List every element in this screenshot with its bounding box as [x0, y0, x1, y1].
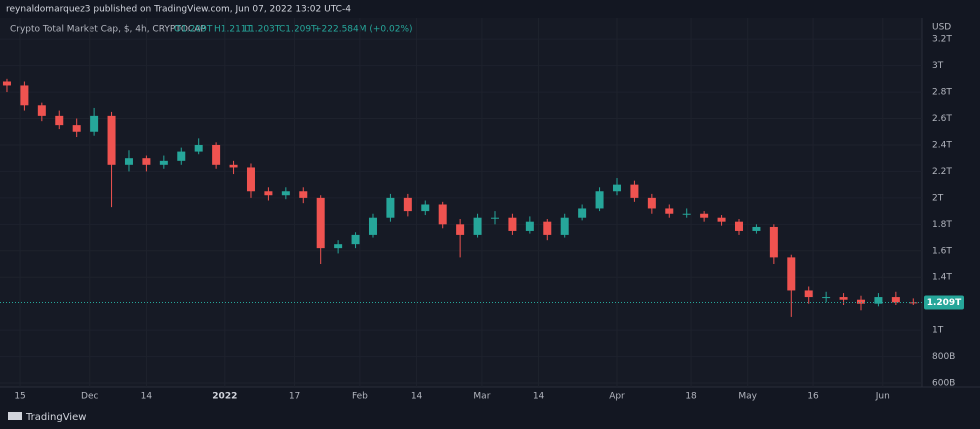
- candle-body: [159, 160, 168, 165]
- candle-body: [665, 208, 674, 214]
- currency: USD: [932, 23, 951, 33]
- candle-body: [578, 208, 587, 218]
- candle-body: [525, 221, 534, 231]
- candle-body: [839, 297, 848, 300]
- ohlc-low: L1.203T: [244, 25, 281, 35]
- candle-body: [403, 197, 412, 212]
- x-tick-label: 14: [533, 392, 545, 402]
- x-tick-label: Feb: [352, 392, 368, 402]
- y-tick-label: 2.2T: [932, 167, 952, 177]
- candle-body: [787, 257, 796, 291]
- y-tick-label: 1.6T: [932, 246, 952, 256]
- y-tick-label: 2T: [932, 193, 944, 203]
- candle-body: [281, 191, 290, 196]
- ohlc-close: C1.209T: [279, 25, 317, 35]
- candle-body: [804, 290, 813, 298]
- candle-body: [752, 226, 761, 231]
- candle-body: [508, 217, 517, 231]
- candle-body: [595, 191, 604, 209]
- candle-body: [612, 184, 621, 192]
- candle-body: [647, 197, 656, 209]
- candle-body: [386, 197, 395, 218]
- y-tick-label: 1.4T: [932, 273, 952, 283]
- candle-body: [368, 217, 377, 235]
- ohlc-high: H1.211T: [214, 25, 253, 35]
- candle-body: [421, 204, 430, 212]
- candle-body: [891, 297, 900, 303]
- y-tick-label: 600B: [932, 379, 955, 389]
- x-tick-label: May: [738, 392, 757, 402]
- candle-body: [717, 217, 726, 222]
- candle-body: [72, 125, 81, 132]
- candle-body: [630, 184, 639, 198]
- candle-body: [194, 144, 203, 152]
- candle-body: [909, 302, 918, 304]
- candle-body: [212, 144, 221, 165]
- candle-body: [107, 115, 116, 165]
- candle-body: [769, 226, 778, 258]
- y-tick-label: 3T: [932, 61, 944, 71]
- candle-body: [90, 115, 99, 132]
- candle-body: [560, 217, 569, 235]
- candle-body: [264, 191, 273, 196]
- x-tick-label: Dec: [81, 392, 98, 402]
- candle-body: [700, 213, 709, 218]
- candle-body: [874, 297, 883, 304]
- candle-body: [37, 105, 46, 116]
- header: reynaldomarquez3 published on TradingVie…: [6, 5, 351, 15]
- x-tick-label: Mar: [473, 392, 490, 402]
- x-tick-label: 16: [807, 392, 819, 402]
- last-price-box: [924, 295, 964, 310]
- candle-body: [543, 221, 552, 235]
- candle-body: [456, 224, 465, 235]
- candle-body: [55, 115, 64, 126]
- x-tick-label: Jun: [875, 392, 890, 402]
- y-tick-label: 2.4T: [932, 140, 952, 150]
- candle-body: [142, 158, 151, 165]
- candle-body: [490, 217, 499, 219]
- ohlc-change: +222.584M (+0.02%): [314, 25, 413, 35]
- y-tick-label: 800B: [932, 352, 955, 362]
- x-tick-label: 17: [289, 392, 300, 402]
- y-tick-label: 1T: [932, 326, 944, 336]
- candle-body: [316, 197, 325, 249]
- y-tick-label: 2.6T: [932, 114, 952, 124]
- candle-body: [20, 85, 29, 106]
- y-tick-label: 1.8T: [932, 220, 952, 230]
- x-tick-label: Apr: [609, 392, 625, 402]
- x-tick-label: 18: [685, 392, 697, 402]
- logo: [8, 412, 22, 420]
- candle-body: [682, 213, 691, 215]
- candle-body: [246, 167, 255, 192]
- candle-body: [351, 234, 360, 245]
- y-tick-label: 2.8T: [932, 88, 952, 98]
- candle-body: [124, 158, 133, 165]
- plot-area: [0, 18, 922, 387]
- ohlc-open: O1.209T: [174, 25, 213, 35]
- candle-body: [822, 297, 831, 299]
- footer: TradingView: [25, 412, 86, 423]
- candle-body: [299, 191, 308, 198]
- candle-body: [2, 81, 11, 86]
- x-tick-label: 15: [14, 392, 25, 402]
- candle-body: [334, 244, 343, 249]
- candle-body: [177, 151, 186, 161]
- candle-body: [473, 217, 482, 235]
- candle-body: [856, 299, 865, 304]
- x-tick-label: 14: [411, 392, 423, 402]
- last-price-label: 1.209T: [927, 298, 962, 308]
- x-tick-label: 2022: [212, 392, 237, 402]
- y-tick-label: 3.2T: [932, 35, 952, 45]
- x-tick-label: 14: [141, 392, 153, 402]
- symbol-title: Crypto Total Market Cap, $, 4h, CRYPTOCA…: [10, 25, 206, 35]
- candle-body: [734, 221, 743, 231]
- candle-body: [229, 164, 238, 168]
- candle-body: [438, 204, 447, 225]
